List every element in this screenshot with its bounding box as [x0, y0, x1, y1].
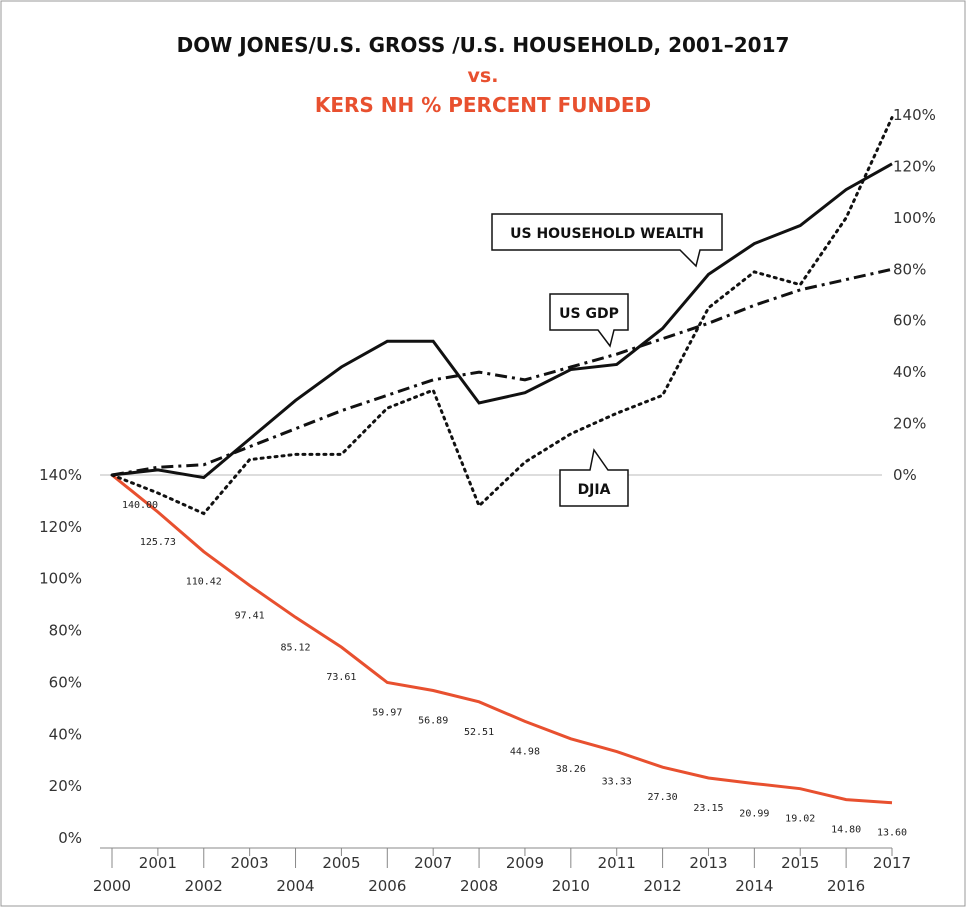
y2-tick-label: 100% [893, 209, 936, 227]
data-label: 125.73 [140, 537, 176, 548]
data-label: 38.26 [556, 764, 586, 775]
x-tick-label: 2007 [414, 854, 452, 872]
x-tick-label: 2008 [460, 877, 498, 895]
x-tick-label: 2003 [231, 854, 269, 872]
y2-tick-label: 80% [893, 260, 926, 278]
y-tick-label: 120% [39, 518, 82, 536]
y2-tick-label: 40% [893, 363, 926, 381]
x-tick-label: 2015 [781, 854, 819, 872]
y-tick-label: 80% [49, 622, 82, 640]
x-tick-label: 2000 [93, 877, 131, 895]
data-label: 140.00 [122, 500, 158, 511]
chart-subtitle: vs. [468, 65, 499, 87]
data-label: 110.42 [186, 577, 222, 588]
x-tick-label: 2006 [368, 877, 406, 895]
data-label: 97.41 [235, 610, 265, 621]
line [111, 267, 893, 477]
x-tick-label: 2010 [552, 877, 590, 895]
y2-tick-label: 120% [893, 157, 936, 175]
y2-tick-label: 140% [893, 106, 936, 124]
x-tick-label: 2004 [276, 877, 314, 895]
chart-title-2: KERS NH % PERCENT FUNDED [315, 93, 651, 117]
annotation: US GDP [549, 293, 629, 348]
annotation-text: US HOUSEHOLD WEALTH [510, 226, 704, 242]
y-tick-label: 40% [49, 725, 82, 743]
line [111, 473, 893, 805]
data-label: 56.89 [418, 715, 448, 726]
y-tick-label: 100% [39, 570, 82, 588]
x-tick-label: 2016 [827, 877, 865, 895]
data-label: 20.99 [739, 809, 769, 820]
x-tick-label: 2009 [506, 854, 544, 872]
y-tick-label: 0% [58, 829, 82, 847]
x-tick-label: 2002 [185, 877, 223, 895]
line [110, 116, 894, 516]
x-tick-label: 2005 [322, 854, 360, 872]
x-tick-label: 2001 [139, 854, 177, 872]
annotation-text: DJIA [578, 482, 611, 498]
y-tick-label: 60% [49, 673, 82, 691]
data-label: 23.15 [693, 803, 723, 814]
chart-title: DOW JONES/U.S. GROSS /U.S. HOUSEHOLD, 20… [177, 33, 790, 57]
x-tick-label: 2011 [598, 854, 636, 872]
y2-tick-label: 60% [893, 312, 926, 330]
annotation: DJIA [559, 448, 629, 507]
line [111, 162, 893, 480]
x-tick-label: 2013 [689, 854, 727, 872]
data-label: 73.61 [326, 672, 356, 683]
y2-tick-label: 0% [893, 466, 917, 484]
data-label: 33.33 [602, 777, 632, 788]
y2-tick-label: 20% [893, 415, 926, 433]
x-tick-label: 2017 [873, 854, 911, 872]
data-label: 44.98 [510, 746, 540, 757]
annotation-text: US GDP [559, 306, 619, 322]
data-label: 14.80 [831, 825, 861, 836]
y-tick-label: 20% [49, 777, 82, 795]
data-label: 85.12 [280, 642, 310, 653]
x-tick-label: 2014 [735, 877, 773, 895]
x-tick-label: 2012 [643, 877, 681, 895]
y-tick-label: 140% [39, 466, 82, 484]
data-label: 27.30 [648, 792, 678, 803]
data-label: 52.51 [464, 727, 494, 738]
data-label: 59.97 [372, 708, 402, 719]
annotation: US HOUSEHOLD WEALTH [491, 213, 723, 268]
data-label: 13.60 [877, 828, 907, 839]
data-label: 19.02 [785, 814, 815, 825]
